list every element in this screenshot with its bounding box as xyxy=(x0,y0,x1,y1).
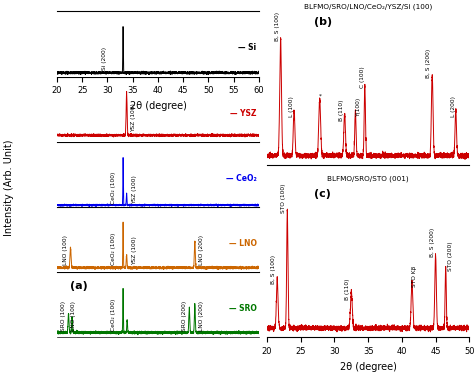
Text: SRO (200): SRO (200) xyxy=(182,300,187,331)
Text: B, S (100): B, S (100) xyxy=(275,12,280,41)
Text: YSZ (100): YSZ (100) xyxy=(131,104,136,132)
Text: LNO (100): LNO (100) xyxy=(64,236,68,266)
Text: YSZ (100): YSZ (100) xyxy=(132,237,137,266)
Text: — YSZ: — YSZ xyxy=(230,108,256,117)
Text: Si (200): Si (200) xyxy=(102,47,108,70)
Text: C (100): C (100) xyxy=(360,66,365,87)
Text: STO (200): STO (200) xyxy=(448,241,453,271)
Text: STO Kβ: STO Kβ xyxy=(411,265,417,286)
Text: — LNO: — LNO xyxy=(228,239,256,248)
Text: L (200): L (200) xyxy=(451,96,456,117)
Text: (b): (b) xyxy=(314,16,332,27)
Text: LNO (200): LNO (200) xyxy=(200,236,204,266)
Text: CeO₂ (100): CeO₂ (100) xyxy=(111,233,116,266)
Text: — CeO₂: — CeO₂ xyxy=(226,174,256,183)
Text: L (100): L (100) xyxy=(289,96,294,117)
Text: Intensity (Arb. Unit): Intensity (Arb. Unit) xyxy=(4,139,15,236)
Text: — SRO: — SRO xyxy=(228,304,256,313)
Text: YSZ (100): YSZ (100) xyxy=(132,175,137,204)
Text: (a): (a) xyxy=(70,280,87,291)
X-axis label: 2θ (degree): 2θ (degree) xyxy=(129,101,186,111)
Text: B, S (100): B, S (100) xyxy=(271,255,276,284)
X-axis label: 2θ (degree): 2θ (degree) xyxy=(340,362,397,372)
Text: (c): (c) xyxy=(314,189,331,199)
Text: Y(100): Y(100) xyxy=(356,98,361,117)
Text: B (110): B (110) xyxy=(346,279,350,300)
Title: BLFMO/SRO/STO (001): BLFMO/SRO/STO (001) xyxy=(328,176,409,182)
Text: SRO (100): SRO (100) xyxy=(61,301,66,331)
Text: — Si: — Si xyxy=(238,43,256,52)
Title: BLFMO/SRO/LNO/CeO₂/YSZ/Si (100): BLFMO/SRO/LNO/CeO₂/YSZ/Si (100) xyxy=(304,3,432,10)
Text: CeO₂ (100): CeO₂ (100) xyxy=(111,171,116,204)
Text: LNO (200): LNO (200) xyxy=(200,301,204,331)
Text: LNO (100): LNO (100) xyxy=(71,301,76,331)
Text: *: * xyxy=(319,93,322,98)
Text: CeO₂ (100): CeO₂ (100) xyxy=(111,298,116,331)
Text: B, S (200): B, S (200) xyxy=(426,49,431,78)
Text: STO (100): STO (100) xyxy=(282,183,286,213)
Text: B (110): B (110) xyxy=(339,99,344,121)
Text: B, S (200): B, S (200) xyxy=(430,228,435,257)
